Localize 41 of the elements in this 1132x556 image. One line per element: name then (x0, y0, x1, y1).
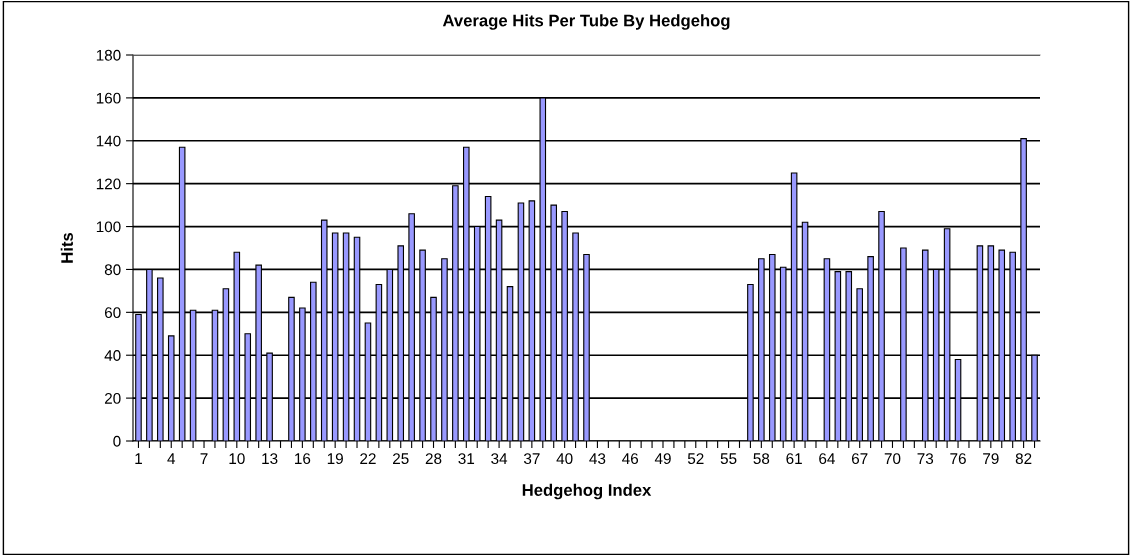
y-tick-label: 60 (104, 307, 121, 319)
y-tick-label: 0 (113, 435, 121, 447)
x-tick-label: 16 (295, 453, 311, 465)
x-tick-label: 37 (523, 453, 540, 465)
y-tick-label: 100 (96, 221, 121, 233)
x-tick-label: 52 (687, 453, 704, 465)
y-tick-label: 120 (96, 178, 121, 190)
x-tick-label: 43 (589, 453, 606, 465)
x-tick-label: 70 (884, 453, 901, 465)
chart-title: Average Hits Per Tube By Hedgehog (442, 14, 730, 30)
x-tick-label: 58 (753, 453, 770, 465)
x-tick-label: 76 (950, 453, 966, 465)
x-tick-label: 31 (458, 453, 475, 465)
x-tick-label: 82 (1015, 453, 1032, 465)
x-tick-label: 7 (200, 453, 208, 464)
x-tick-label: 55 (720, 453, 737, 465)
y-tick-label: 20 (104, 392, 121, 404)
x-tick-label: 1 (135, 453, 142, 464)
x-tick-label: 34 (491, 453, 508, 465)
x-tick-label: 19 (327, 453, 343, 465)
y-tick-label: 160 (96, 92, 121, 104)
x-tick-label: 13 (262, 453, 278, 465)
x-tick-label: 79 (983, 453, 999, 465)
x-tick-label: 64 (819, 453, 835, 465)
x-tick-label: 40 (556, 453, 573, 465)
x-tick-label: 46 (622, 453, 639, 465)
x-tick-label: 25 (393, 453, 409, 465)
x-tick-label: 4 (167, 453, 176, 464)
x-axis-title: Hedgehog Index (522, 483, 652, 500)
x-tick-label: 67 (851, 453, 868, 465)
x-tick-label: 28 (425, 453, 442, 465)
x-tick-label: 22 (360, 453, 376, 464)
x-tick-label: 10 (229, 453, 245, 465)
y-tick-label: 80 (104, 264, 121, 276)
x-tick-label: 73 (917, 453, 934, 465)
x-tick-label: 49 (654, 453, 671, 465)
y-axis-title: Hits (60, 232, 73, 263)
x-tick-label: 61 (786, 453, 802, 465)
y-tick-label: 140 (96, 135, 121, 147)
y-tick-label: 40 (104, 350, 121, 361)
y-tick-label: 180 (96, 49, 121, 61)
